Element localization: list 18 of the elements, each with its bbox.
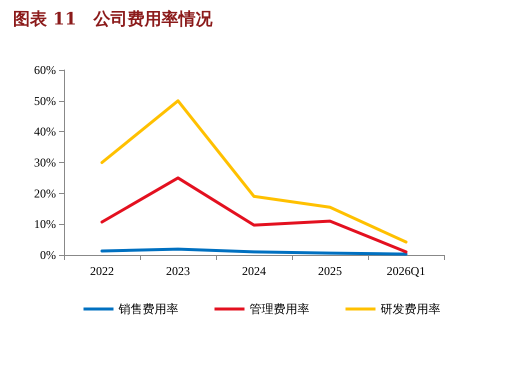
y-tick-label: 20%: [34, 186, 56, 200]
chart-title: 图表 11 公司费用率情况: [13, 10, 214, 30]
y-tick-label: 60%: [34, 63, 56, 77]
x-tick-label: 2024: [242, 264, 266, 278]
y-tick-label: 0%: [40, 248, 56, 262]
legend-label: 研发费用率: [380, 302, 440, 316]
legend-label: 管理费用率: [250, 302, 310, 316]
y-tick-label: 30%: [34, 156, 56, 170]
x-tick-label: 2022: [90, 264, 114, 278]
y-tick-label: 40%: [34, 124, 56, 139]
y-tick-label: 10%: [34, 217, 56, 232]
x-tick-label: 2023: [166, 264, 190, 278]
x-tick-label: 2026Q1: [386, 264, 426, 278]
line-series: [100, 176, 408, 254]
x-tick-label: 2025: [318, 264, 342, 278]
line-series: [100, 99, 408, 244]
legend-label: 销售费用率: [118, 302, 178, 316]
y-tick-label: 50%: [34, 94, 56, 108]
